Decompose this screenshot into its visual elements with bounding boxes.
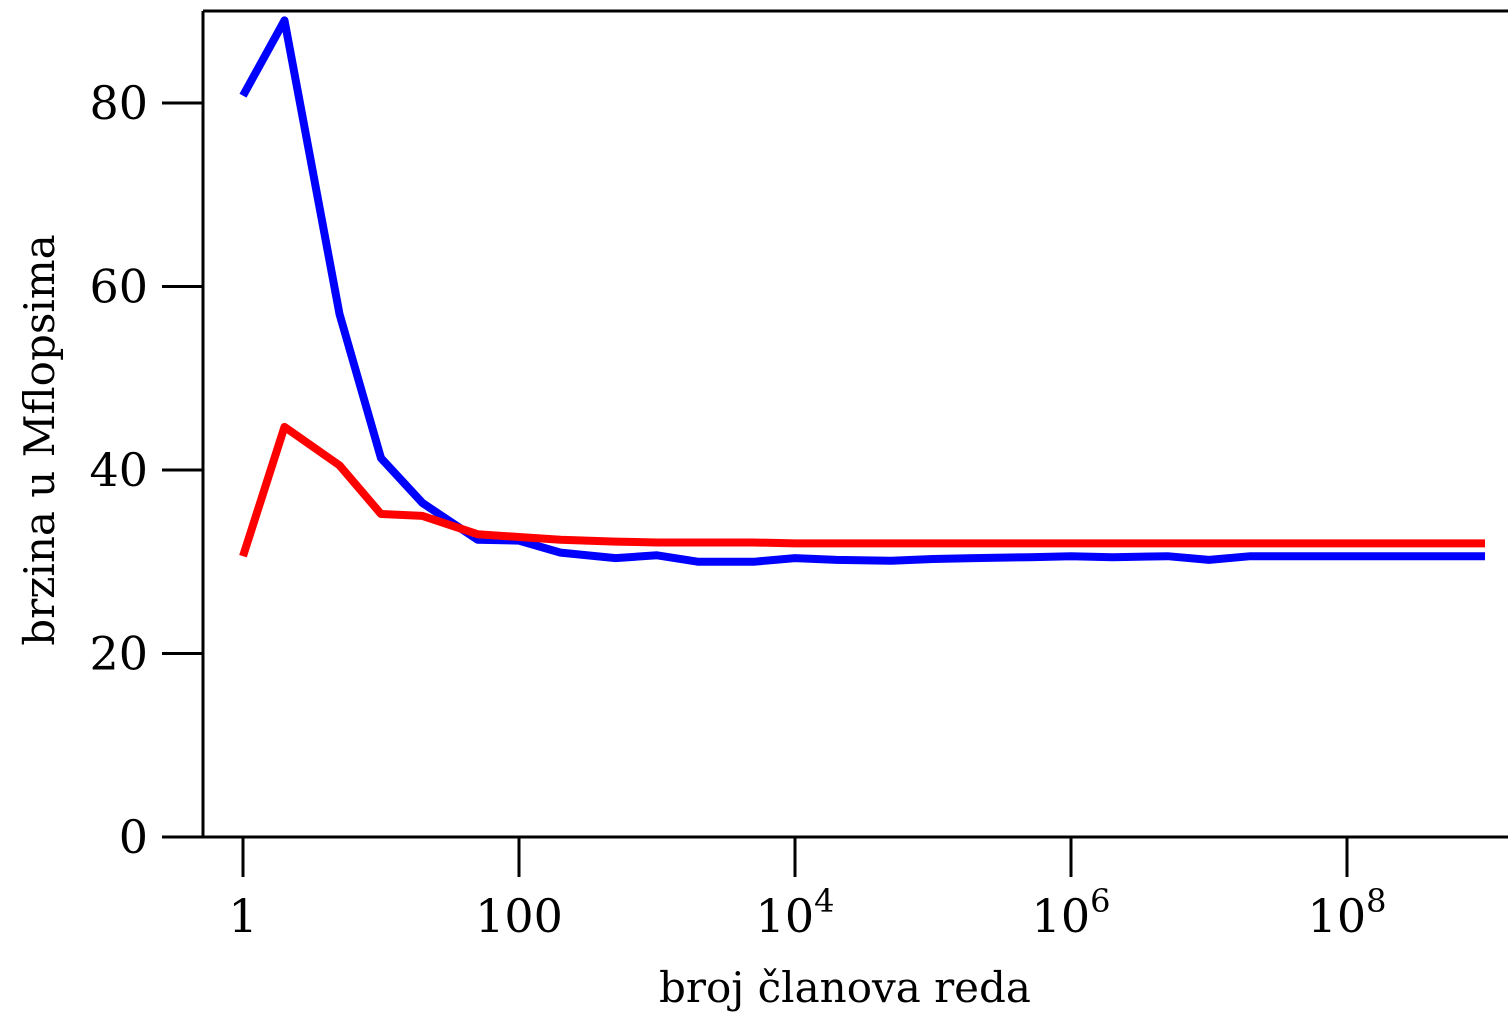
x-tick-label-base: 10 [1308, 889, 1367, 943]
y-tick-label: 40 [89, 443, 148, 497]
series-line-2 [239, 422, 1485, 558]
series-layer [239, 16, 1485, 566]
y-tick-label: 80 [89, 76, 148, 130]
y-tick-label: 20 [89, 627, 148, 681]
x-tick-label-base: 10 [756, 889, 815, 943]
x-tick-label-base: 1 [228, 889, 257, 943]
x-tick-label: 1 [228, 889, 257, 943]
x-tick-label-exponent: 6 [1090, 882, 1110, 920]
x-tick-label-exponent: 4 [814, 882, 834, 920]
x-tick-label-base: 100 [475, 889, 563, 943]
series-line-1 [239, 16, 1485, 566]
x-axis-title: broj članova reda [659, 963, 1031, 1012]
x-tick-label: 106 [1032, 882, 1111, 943]
x-tick-label: 108 [1308, 882, 1387, 943]
y-axis-title: brzina u Mflopsima [15, 234, 64, 645]
y-ticks: 0 20 40 60 80 [89, 76, 203, 864]
x-ticks: 1 100 104 106 108 [228, 837, 1386, 943]
x-tick-label-exponent: 8 [1366, 882, 1386, 920]
y-tick-label: 60 [89, 260, 148, 314]
y-tick-label: 0 [119, 810, 148, 864]
axes [162, 9, 1508, 839]
x-tick-label-base: 10 [1032, 889, 1091, 943]
x-tick-label: 100 [475, 889, 563, 943]
x-tick-label: 104 [756, 882, 835, 943]
